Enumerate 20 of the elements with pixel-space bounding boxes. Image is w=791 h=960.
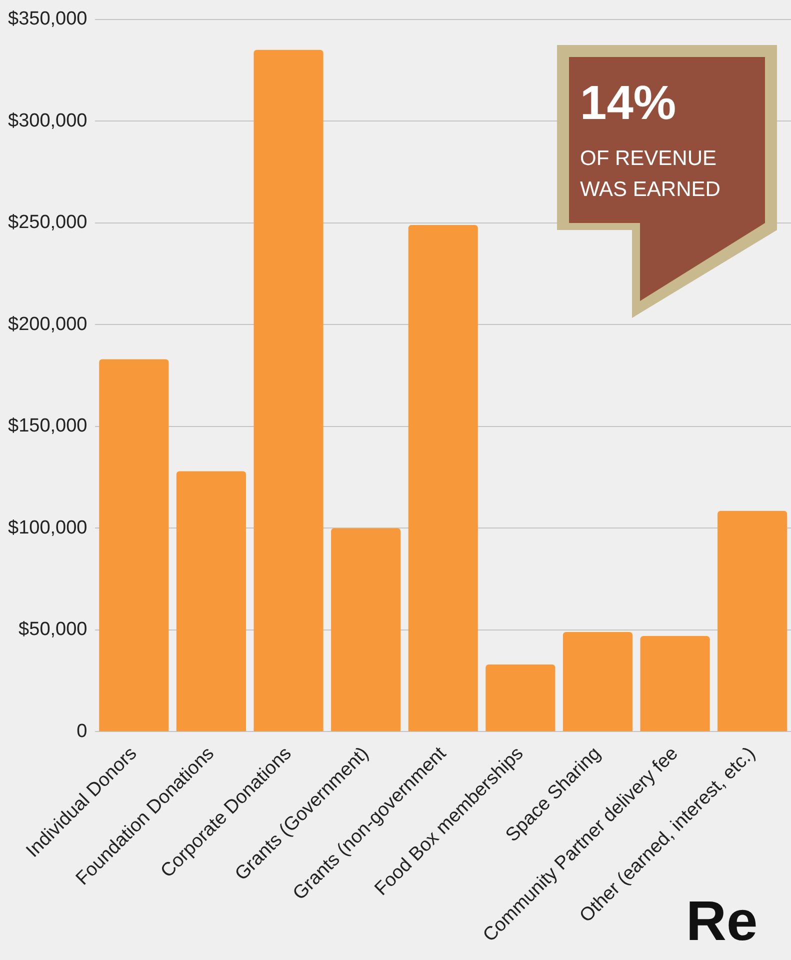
bar — [562, 632, 633, 732]
bar — [99, 359, 169, 732]
bar — [254, 50, 324, 732]
y-tick-label: $300,000 — [8, 110, 88, 132]
text: Re — [686, 889, 758, 952]
y-tick-label: $50,000 — [18, 619, 88, 640]
annotation: 14% — [580, 77, 676, 130]
annotation: OF REVENUE WAS EARNED — [580, 146, 722, 203]
y-tick-label: $350,000 — [8, 8, 88, 30]
y-tick-label: $200,000 — [8, 314, 88, 335]
y-tick-label: $100,000 — [8, 517, 88, 538]
y-tick-label: 0 — [76, 720, 88, 742]
bar — [176, 471, 246, 732]
y-tick-label: $250,000 — [8, 212, 88, 234]
bar — [408, 224, 478, 732]
bar — [640, 636, 710, 732]
bar — [331, 528, 401, 732]
bar — [486, 664, 556, 732]
bar — [718, 510, 788, 732]
y-tick-label: $150,000 — [8, 416, 88, 437]
